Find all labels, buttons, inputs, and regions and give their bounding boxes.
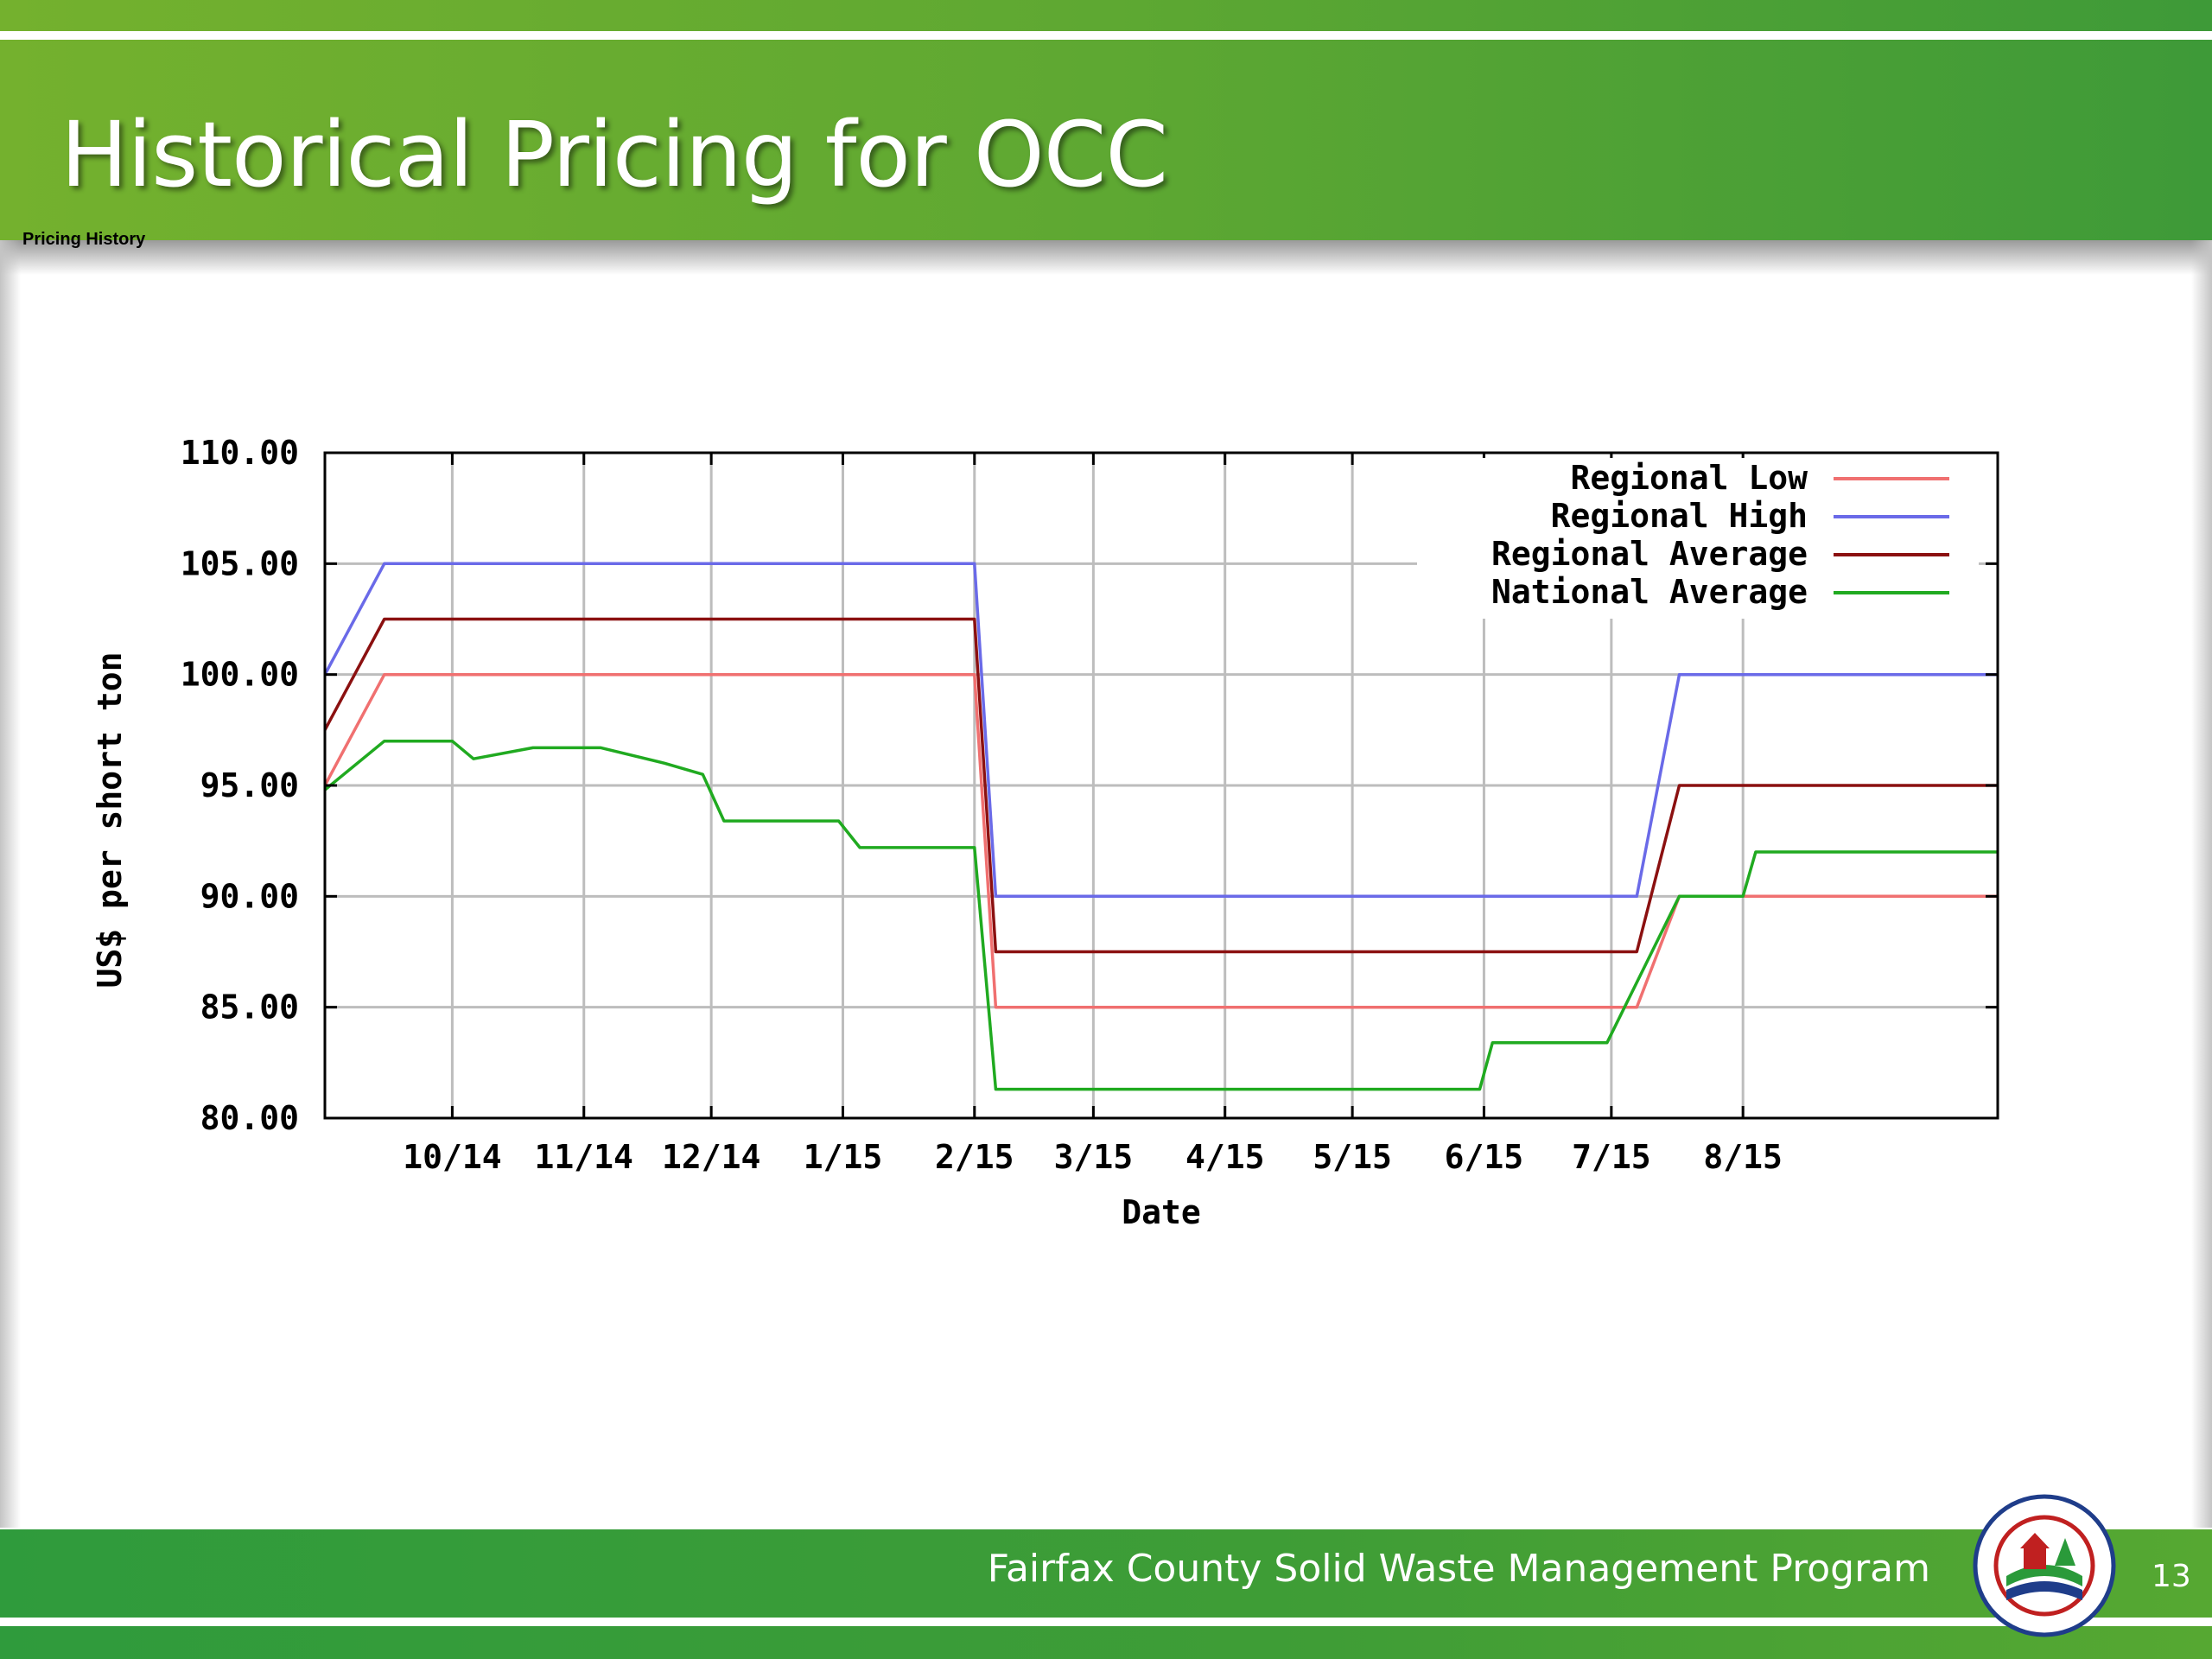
x-tick-label: 2/15 [935,1138,1014,1176]
chart-ticks: 80.00 85.00 90.00 95.00 100.00 105.00 110.00 10… [181,434,1998,1176]
x-tick-label: 3/15 [1054,1138,1134,1176]
footer-program-name: Fairfax County Solid Waste Management Pr… [987,1547,1930,1591]
y-tick-label: 90.00 [200,877,299,915]
x-tick-label: 5/15 [1313,1138,1392,1176]
x-tick-label: 12/14 [662,1138,760,1176]
legend-label: National Average [1491,573,1808,611]
header-shadow [0,240,2212,275]
x-tick-label: 4/15 [1185,1138,1265,1176]
slide-title: Historical Pricing for OCC [60,102,1168,207]
legend-label: Regional High [1551,497,1808,535]
x-tick-label: 6/15 [1445,1138,1524,1176]
x-tick-label: 7/15 [1572,1138,1651,1176]
y-tick-label: 110.00 [181,434,299,472]
chart-subtitle: Pricing History [22,230,146,249]
y-tick-label: 85.00 [200,988,299,1027]
right-edge-shadow [2191,240,2212,1528]
y-tick-label: 100.00 [181,656,299,694]
slide-header [0,0,2212,240]
x-tick-label: 10/14 [403,1138,501,1176]
legend-label: Regional Average [1491,535,1808,573]
series-line-regional-high [323,562,1998,899]
fairfax-county-seal-logo [1973,1494,2116,1637]
series-line-regional-low [323,672,1998,1009]
y-tick-label: 95.00 [200,766,299,804]
x-tick-label: 8/15 [1703,1138,1783,1176]
page-number: 13 [2152,1559,2191,1594]
y-axis-label: US$ per short ton [91,652,129,988]
footer-divider [0,1618,2212,1626]
x-axis-label: Date [1122,1193,1201,1231]
series-line-regional-average [323,617,1998,954]
slide-footer [0,1529,2212,1659]
x-tick-label: 1/15 [804,1138,883,1176]
y-tick-label: 80.00 [200,1099,299,1137]
series-line-national-average [323,739,1998,1091]
left-edge-shadow [0,240,21,1528]
header-divider [0,31,2212,40]
x-tick-label: 11/14 [535,1138,633,1176]
legend-label: Regional Low [1570,459,1808,497]
chart-series [323,562,1998,1091]
y-tick-label: 105.00 [181,544,299,582]
